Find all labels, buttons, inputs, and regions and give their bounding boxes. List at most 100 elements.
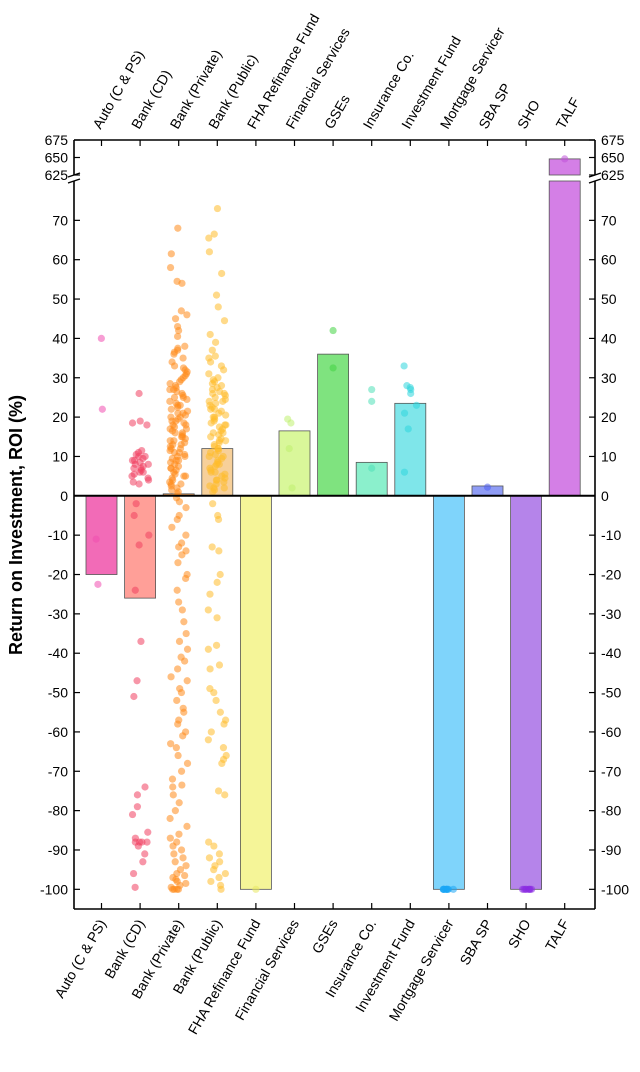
- point-2-102: [174, 452, 182, 461]
- point-1-22: [144, 460, 152, 468]
- point-5-1: [287, 419, 295, 427]
- point-3-29: [219, 397, 227, 405]
- y-axis-title: Return on Investment, ROI (%): [6, 395, 26, 655]
- y-tick-label-left-lower-15: 50: [52, 291, 68, 307]
- point-2-150: [183, 822, 191, 830]
- points-layer: [92, 155, 569, 893]
- point-2-151: [175, 830, 183, 838]
- category-label-bottom-4: FHA Refinance Fund: [185, 917, 264, 1038]
- point-2-128: [183, 677, 191, 685]
- point-4-0: [252, 885, 260, 893]
- point-1-38: [128, 810, 137, 819]
- point-1-47: [139, 858, 147, 866]
- point-3-4: [218, 269, 226, 278]
- category-label-bottom-0: Auto (C & PS): [51, 917, 109, 1001]
- point-2-87: [179, 409, 187, 417]
- point-3-36: [222, 411, 230, 419]
- y-tick-label-left-lower-1: -90: [48, 842, 68, 858]
- point-2-104: [175, 498, 184, 506]
- y-tick-label-left-upper-0: 625: [45, 167, 69, 183]
- category-label-top-11: SHO: [514, 97, 543, 131]
- point-1-36: [133, 791, 142, 799]
- point-6-0: [329, 326, 337, 335]
- point-0-0: [97, 334, 105, 343]
- point-2-139: [172, 744, 180, 752]
- point-2-6: [183, 311, 191, 319]
- point-3-49: [222, 437, 230, 445]
- point-3-6: [214, 303, 222, 311]
- point-7-1: [368, 397, 376, 405]
- point-8-0: [400, 362, 408, 370]
- point-3-2: [205, 234, 213, 242]
- point-2-120: [180, 618, 188, 626]
- point-2-154: [169, 842, 177, 850]
- y-tick-label-right-lower-1: -90: [601, 842, 621, 858]
- point-2-105: [182, 504, 190, 512]
- point-2-86: [174, 401, 182, 409]
- point-1-35: [141, 783, 149, 791]
- point-3-1: [210, 230, 218, 238]
- point-3-101: [215, 661, 224, 669]
- bar-6: [317, 353, 350, 497]
- point-3-11: [211, 352, 219, 360]
- point-3-83: [214, 444, 222, 453]
- point-2-111: [175, 543, 183, 551]
- bars-layer: [85, 158, 581, 890]
- y-tick-label-right-lower-11: 10: [601, 448, 617, 464]
- point-2-148: [171, 807, 179, 815]
- point-3-47: [207, 433, 215, 441]
- point-3-85: [213, 460, 221, 468]
- point-2-137: [179, 732, 187, 740]
- point-3-78: [211, 405, 219, 413]
- y-tick-label-left-lower-11: 10: [52, 448, 68, 464]
- point-3-110: [204, 736, 212, 744]
- point-3-117: [205, 838, 213, 846]
- point-3-116: [221, 791, 229, 799]
- point-2-99: [171, 429, 179, 437]
- point-3-118: [210, 842, 218, 850]
- y-tick-label-right-lower-9: -10: [601, 527, 621, 543]
- point-3-16: [205, 370, 213, 378]
- point-3-76: [209, 389, 217, 398]
- y-tick-label-left-lower-6: -40: [48, 645, 68, 661]
- point-1-3: [143, 421, 151, 429]
- point-2-125: [181, 657, 189, 665]
- point-1-2: [128, 419, 137, 427]
- point-2-98: [169, 421, 177, 429]
- plot-frame: [67, 139, 602, 910]
- point-2-141: [183, 759, 192, 768]
- point-8-6: [400, 409, 409, 417]
- point-3-102: [206, 665, 214, 673]
- point-9-9: [444, 885, 452, 893]
- point-8-4: [407, 389, 415, 398]
- point-3-88: [210, 484, 218, 492]
- point-2-0: [174, 224, 182, 232]
- point-2-133: [180, 708, 188, 716]
- axis-break-mark-left-2: [67, 178, 81, 184]
- category-label-bottom-12: TALF: [542, 917, 572, 954]
- y-tick-label-right-lower-7: -30: [601, 606, 621, 622]
- point-2-7: [171, 315, 180, 323]
- y-tick-label-left-lower-14: 40: [52, 330, 68, 346]
- y-tick-label-right-lower-10: 0: [601, 488, 609, 504]
- point-3-96: [206, 590, 214, 598]
- point-1-49: [131, 883, 139, 891]
- point-3-87: [213, 476, 221, 484]
- point-2-157: [179, 854, 187, 862]
- y-tick-label-right-lower-2: -80: [601, 803, 621, 819]
- point-3-109: [207, 728, 215, 736]
- point-2-11: [181, 342, 189, 350]
- point-2-16: [179, 354, 187, 362]
- point-3-8: [206, 330, 214, 339]
- point-2-100: [166, 437, 174, 445]
- point-2-1: [167, 250, 175, 258]
- point-2-116: [182, 574, 190, 583]
- point-1-33: [133, 677, 141, 685]
- category-label-bottom-6: GSEs: [309, 917, 341, 957]
- bar-0: [85, 495, 118, 575]
- bar-5: [278, 430, 311, 497]
- category-label-bottom-11: SHO: [505, 916, 534, 950]
- y-tick-label-right-upper-0: 625: [601, 167, 625, 183]
- point-3-73: [220, 484, 228, 492]
- point-1-48: [129, 869, 138, 878]
